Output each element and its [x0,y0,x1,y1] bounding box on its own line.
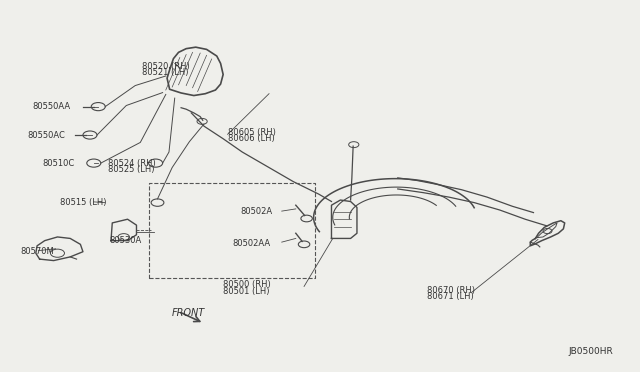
Text: 80606 (LH): 80606 (LH) [228,134,275,143]
Text: JB0500HR: JB0500HR [568,347,613,356]
Text: 80671 (LH): 80671 (LH) [427,292,474,301]
Text: 80510C: 80510C [43,158,75,168]
Text: 80500 (RH): 80500 (RH) [223,280,271,289]
Text: 80530A: 80530A [109,236,142,245]
Text: 80520 (RH): 80520 (RH) [141,61,189,71]
Text: 80501 (LH): 80501 (LH) [223,287,269,296]
Text: 80605 (RH): 80605 (RH) [228,128,275,137]
Text: 80670 (RH): 80670 (RH) [427,286,475,295]
Text: 80502A: 80502A [241,206,273,216]
Text: 80570M: 80570M [20,247,54,256]
Text: FRONT: FRONT [172,308,205,318]
Text: 80525 (LH): 80525 (LH) [108,165,155,174]
Text: 80524 (RH): 80524 (RH) [108,158,156,168]
Text: 80521 (LH): 80521 (LH) [141,68,188,77]
Text: 80515 (LH): 80515 (LH) [60,198,106,207]
Text: 80550AA: 80550AA [32,102,70,111]
Text: 80502AA: 80502AA [232,239,270,248]
Text: 80550AC: 80550AC [27,131,65,140]
